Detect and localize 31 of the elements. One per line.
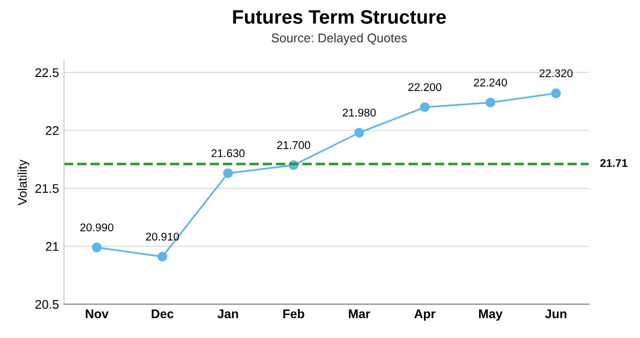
x-tick-label: Dec	[152, 310, 174, 318]
ref-line-label: 21.71	[600, 159, 628, 167]
y-tick-label: 22	[46, 126, 59, 135]
x-tick-label: Jan	[217, 310, 238, 318]
point	[92, 242, 102, 252]
point	[223, 168, 233, 178]
point	[158, 252, 168, 262]
point	[551, 88, 561, 98]
data-label: 22.200	[408, 83, 442, 92]
y-tick-label: 21.5	[35, 184, 59, 193]
y-tick-label: 22.5	[35, 68, 59, 78]
data-label: 21.700	[277, 141, 310, 150]
data-label: 21.630	[212, 149, 245, 158]
point	[420, 102, 430, 112]
chart-subtitle: Source: Delayed Quotes	[272, 33, 407, 45]
x-tick-label: Apr	[414, 310, 436, 321]
y-tick-label: 21	[46, 242, 59, 251]
y-tick-label: 20.5	[35, 300, 59, 309]
point	[354, 128, 364, 138]
chart-title: Futures Term Structure	[233, 10, 446, 24]
x-tick-label: Mar	[348, 310, 370, 318]
data-label: 22.320	[540, 69, 573, 78]
point	[486, 98, 496, 108]
data-label: 21.980	[342, 108, 376, 117]
x-tick-label: May	[479, 310, 502, 321]
x-tick-label: Nov	[86, 310, 109, 318]
x-tick-label: Feb	[283, 309, 304, 318]
x-tick-label: Jun	[545, 310, 566, 318]
data-label: 22.240	[474, 78, 507, 86]
y-axis-title: Volatility	[18, 160, 30, 206]
data-label: 20.990	[80, 223, 114, 232]
